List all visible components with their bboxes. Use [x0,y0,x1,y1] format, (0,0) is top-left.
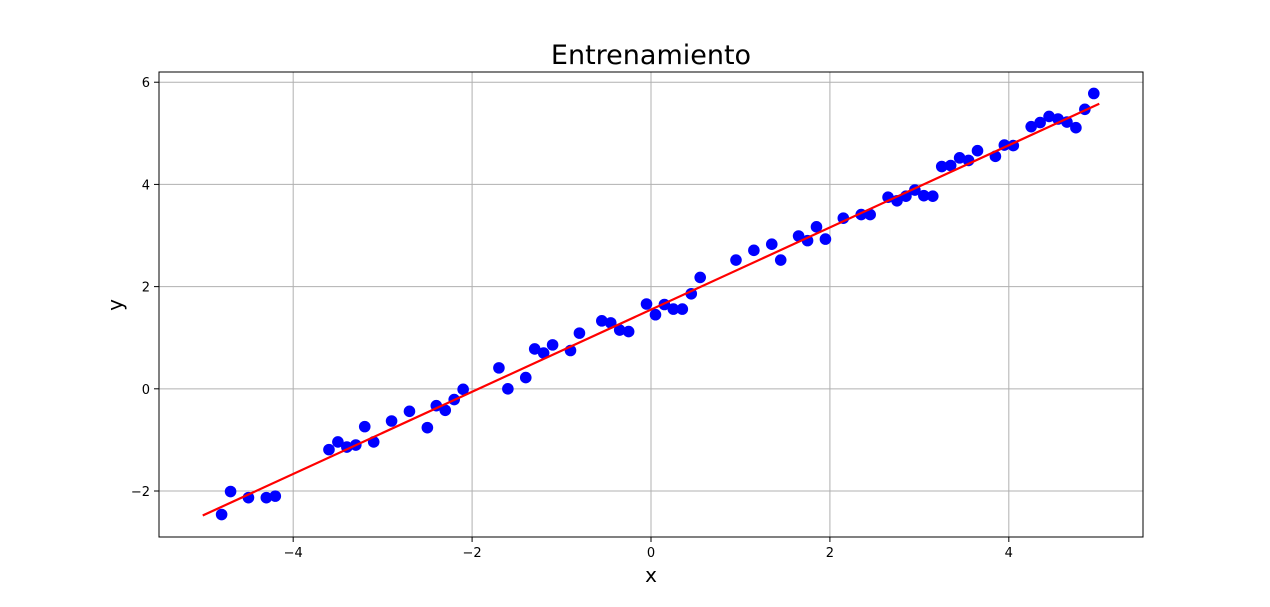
data-point [730,254,742,266]
data-point [358,420,371,433]
y-tick-label: 4 [142,178,150,193]
x-tick-label: 0 [647,546,655,561]
data-point [260,491,273,504]
x-tick-label: −4 [284,546,303,561]
grid-lines [159,72,1143,537]
data-point [667,303,680,315]
series-group [202,87,1100,521]
data-point [953,152,966,164]
data-point [457,383,469,396]
data-point [528,343,541,355]
data-point [1070,121,1082,134]
data-point [439,404,452,417]
data-point [765,238,778,251]
y-tick-label: 0 [142,383,150,398]
data-point [801,234,814,247]
x-tick-label: 2 [826,546,834,561]
data-point [640,298,653,310]
data-point [774,254,787,266]
data-point [519,371,532,384]
data-point [546,339,559,351]
data-point [493,362,505,374]
data-point [694,271,706,284]
data-point [502,383,514,395]
tick-marks: −4 −2 0 2 4 −2 0 2 4 6 [131,76,1013,561]
y-tick-label: −2 [131,485,150,500]
data-point [1025,120,1037,133]
y-tick-label: 6 [142,76,150,91]
data-point [537,347,550,359]
data-point [944,159,957,172]
x-axis-label: x [645,563,657,587]
data-point [918,189,930,202]
data-point [1043,110,1055,123]
data-point [819,233,832,245]
data-point [649,308,662,321]
data-point [215,508,228,521]
data-point [926,190,939,202]
data-point [403,405,416,418]
data-point [421,421,434,434]
y-axis-label: y [103,299,127,311]
data-point [748,244,760,257]
data-point [323,443,335,456]
x-tick-label: −2 [463,546,482,561]
data-point [864,208,876,221]
data-point [613,324,626,336]
data-point [573,327,586,339]
data-point [224,485,237,498]
data-point [332,436,344,448]
data-point [1088,87,1100,100]
x-tick-label: 4 [1005,546,1013,561]
data-point [971,144,984,157]
data-point [1034,116,1046,129]
data-point [622,325,635,338]
y-tick-label: 2 [142,281,150,296]
data-point [792,230,805,242]
data-point [676,303,689,315]
fit-line [202,102,1100,517]
data-point [810,221,823,233]
data-point [596,315,608,327]
data-point [935,160,948,173]
data-point [269,490,282,502]
data-point [385,415,398,427]
chart-title: Entrenamiento [551,40,751,71]
